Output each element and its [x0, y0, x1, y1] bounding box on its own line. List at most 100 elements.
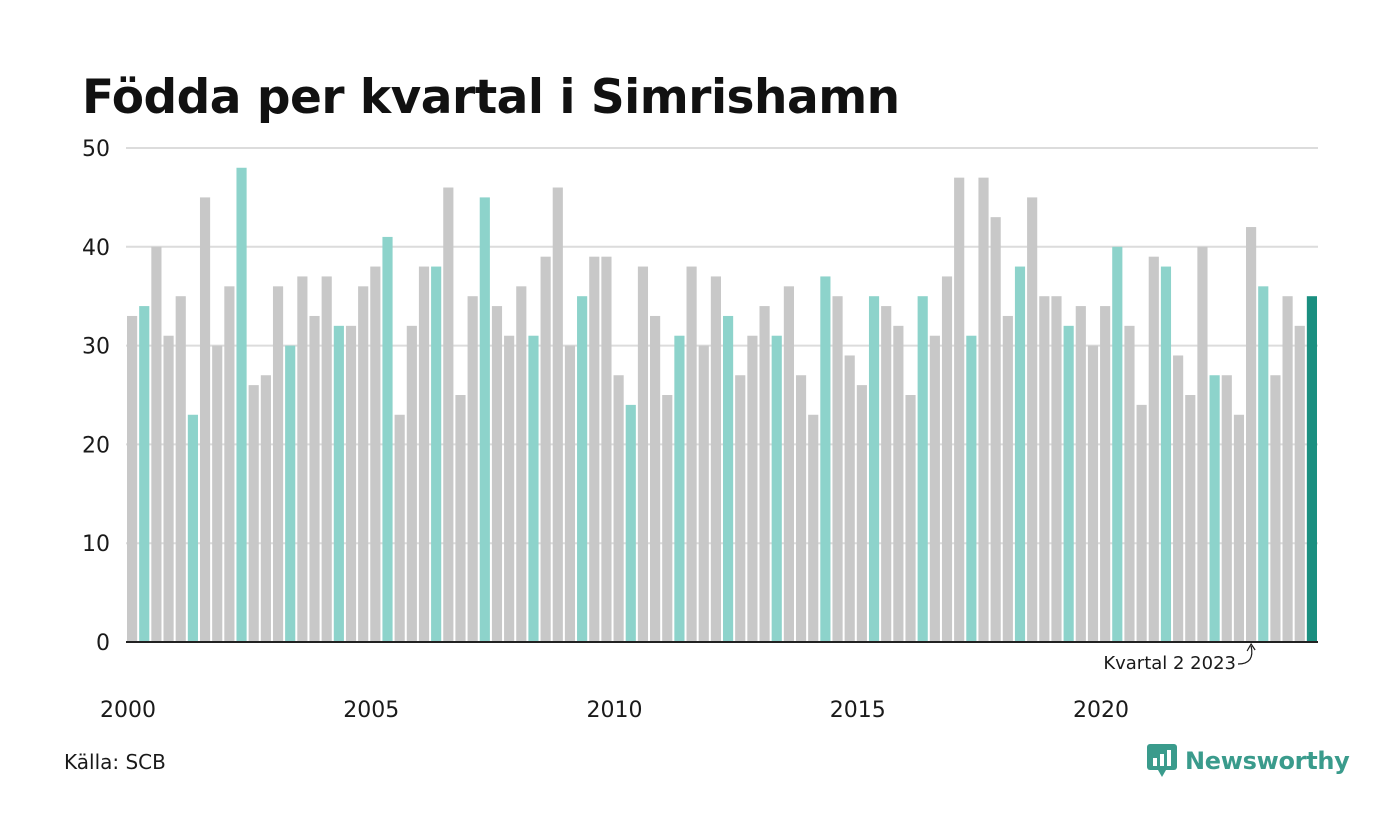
bar: [224, 286, 235, 642]
bar: [479, 197, 490, 642]
bar: [698, 345, 709, 642]
bar: [747, 335, 758, 642]
bar: [358, 286, 369, 642]
bar: [1136, 404, 1147, 642]
x-tick-label: 2000: [100, 698, 156, 723]
bar: [236, 167, 247, 642]
bar: [978, 177, 989, 642]
x-tick-label: 2010: [587, 698, 643, 723]
bar: [1148, 256, 1159, 642]
bar: [1039, 296, 1050, 642]
bar: [528, 335, 539, 642]
bar: [868, 296, 880, 642]
bar: [467, 296, 478, 642]
bar: [1306, 296, 1317, 642]
bar: [1002, 315, 1013, 642]
bar: [808, 414, 819, 642]
annotation-label: Kvartal 2 2023: [1103, 653, 1236, 674]
bar: [212, 345, 223, 642]
bar: [1027, 197, 1038, 642]
bar: [662, 395, 673, 642]
bar: [382, 236, 393, 643]
bar: [394, 414, 405, 642]
bar: [1221, 375, 1232, 642]
bar: [151, 246, 162, 643]
bar: [1209, 375, 1220, 642]
bar: [297, 276, 308, 642]
bar: [175, 296, 186, 642]
bar: [820, 276, 831, 642]
bar: [272, 286, 284, 642]
bar: [1294, 325, 1305, 642]
x-tick-label: 2015: [830, 698, 886, 723]
bar: [735, 375, 746, 642]
brand-logo[interactable]: Newsworthy: [1147, 744, 1350, 778]
bar: [455, 395, 466, 642]
bar: [1282, 296, 1293, 642]
bar: [1063, 325, 1074, 642]
bar: [1197, 246, 1208, 643]
bar: [954, 177, 965, 642]
bar: [637, 266, 649, 642]
bar: [1124, 325, 1135, 642]
page-title: Födda per kvartal i Simrishamn: [82, 70, 900, 125]
bar: [832, 296, 843, 642]
bar: [1087, 345, 1099, 642]
brand-name: Newsworthy: [1185, 747, 1350, 775]
bar: [418, 266, 430, 642]
bar: [1051, 296, 1062, 642]
bar: [710, 276, 721, 642]
bar: [759, 306, 770, 642]
bar: [613, 375, 624, 642]
bar: [443, 187, 454, 642]
bar: [1233, 414, 1245, 642]
bar: [625, 404, 636, 642]
bar: [795, 375, 807, 642]
bar: [674, 335, 685, 642]
bar: [881, 306, 892, 642]
bar: [577, 296, 588, 642]
bar: [893, 325, 904, 642]
annotation: Kvartal 2 2023: [1103, 642, 1256, 674]
source-label: Källa: SCB: [64, 750, 166, 774]
y-tick-label: 20: [82, 433, 110, 458]
bar: [127, 315, 138, 642]
bar: [1246, 227, 1257, 643]
y-tick-label: 30: [82, 335, 110, 360]
bar: [723, 315, 734, 642]
bar: [1014, 266, 1026, 642]
bar: [540, 256, 551, 642]
bars: [127, 167, 1317, 643]
bar: [504, 335, 515, 642]
bar: [552, 187, 563, 642]
bar: [1270, 375, 1281, 642]
bar: [516, 286, 527, 642]
bar: [905, 395, 916, 642]
x-tick-label: 2005: [343, 698, 399, 723]
annotation-arrowhead: [1246, 642, 1256, 652]
bar: [650, 315, 661, 642]
bar: [406, 325, 417, 642]
bar: [345, 325, 357, 642]
bar: [1173, 355, 1184, 642]
y-tick-label: 10: [82, 532, 110, 557]
bar-chart: 0 10 20 30 40 50 2000 2005 2010 2015 2020 Kvartal …: [82, 137, 1318, 723]
y-tick-label: 0: [96, 631, 110, 656]
bar: [248, 385, 259, 642]
bar: [783, 286, 794, 642]
bar: [941, 276, 953, 642]
bar: [686, 266, 697, 642]
x-tick-label: 2020: [1073, 698, 1129, 723]
bar: [601, 256, 612, 642]
bar: [431, 266, 442, 642]
bar: [1185, 395, 1196, 642]
bar: [966, 335, 977, 642]
y-tick-label: 50: [82, 137, 110, 162]
bar: [917, 296, 928, 642]
bar: [370, 266, 381, 642]
bar: [856, 385, 867, 642]
bar: [1160, 266, 1172, 642]
bar: [321, 276, 332, 642]
bar: [564, 345, 576, 642]
bar: [1075, 306, 1086, 642]
